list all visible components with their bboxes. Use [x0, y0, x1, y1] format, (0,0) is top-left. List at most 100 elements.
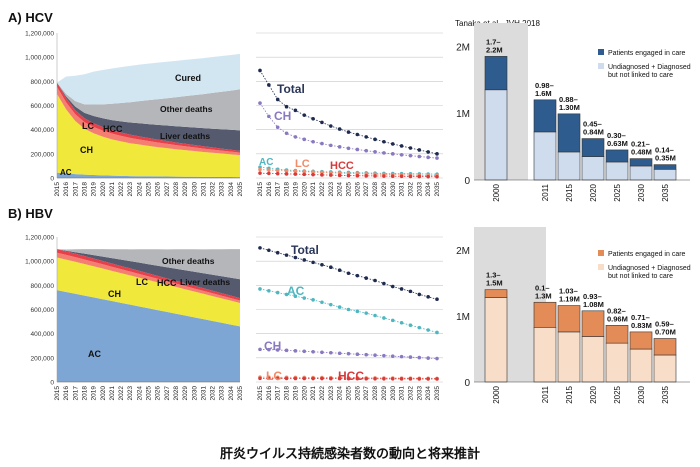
- area-label-ch: CH: [108, 289, 121, 299]
- x-tick-label: 2024: [337, 182, 344, 197]
- bar-engaged: [557, 113, 581, 153]
- bar-value-label: 0.83M: [631, 321, 652, 330]
- legend-label-undiagnosed: but not linked to care: [608, 72, 673, 79]
- point-hcc: [302, 376, 307, 381]
- point-total: [355, 273, 360, 278]
- x-tick-label: 2025: [613, 385, 622, 403]
- point-ch: [302, 137, 307, 142]
- x-tick-label: 2027: [164, 182, 171, 197]
- point-ch: [346, 146, 351, 151]
- x-tick-label: 2017: [275, 182, 282, 197]
- bar-undiagnosed: [533, 326, 557, 383]
- x-tick-label: 2030: [191, 386, 198, 401]
- point-lc: [258, 167, 262, 172]
- y-tick-label: 0: [464, 176, 470, 187]
- point-hcc: [426, 174, 430, 179]
- bar-value-label: 0.30–: [607, 131, 626, 140]
- point-hcc: [417, 174, 422, 179]
- bar-engaged: [629, 158, 653, 167]
- point-ch: [329, 350, 333, 355]
- panel-b-title: B) HBV: [8, 206, 53, 221]
- bar-engaged: [581, 138, 605, 157]
- bar-value-label: 1.30M: [559, 103, 580, 112]
- point-hcc: [435, 377, 439, 381]
- x-tick-label: 2000: [492, 385, 501, 403]
- point-hcc: [293, 172, 298, 176]
- line-label-total: Total: [291, 243, 319, 257]
- bar-undiagnosed: [484, 89, 508, 181]
- bar-value-label: 0.71–: [631, 313, 650, 322]
- x-tick-label: 2033: [416, 386, 423, 401]
- figure-caption: 肝炎ウイルス持続感染者数の動向と将来推計: [219, 447, 480, 462]
- x-tick-label: 2023: [328, 386, 335, 401]
- point-hcc: [275, 171, 280, 176]
- y-tick-label: 400,000: [31, 331, 55, 338]
- point-lc: [293, 169, 298, 174]
- point-hcc: [329, 173, 333, 177]
- bar-undiagnosed: [605, 161, 629, 181]
- x-tick-label: 2032: [210, 386, 217, 401]
- x-tick-label: 2035: [434, 182, 441, 197]
- point-total: [258, 68, 262, 73]
- point-hcc: [417, 377, 422, 381]
- point-ch: [408, 153, 413, 158]
- point-total: [435, 297, 439, 302]
- line-label-hcc: HCC: [330, 160, 354, 172]
- x-tick-label: 2034: [228, 386, 235, 401]
- x-tick-label: 2019: [292, 386, 299, 401]
- bar-engaged: [484, 289, 508, 298]
- x-tick-label: 2020: [589, 183, 598, 201]
- line-label-ac: AC: [259, 157, 273, 168]
- point-hcc: [382, 174, 386, 178]
- line-label-lc: LC: [266, 369, 282, 383]
- area-label-ac: AC: [60, 168, 72, 177]
- bar-value-label: 0.63M: [607, 139, 628, 148]
- bar-value-label: 1.19M: [559, 295, 580, 304]
- hbv-area-chart: 0 200,000 400,000 600,000 800,000 1,000,000 1,…: [25, 235, 244, 401]
- point-ch: [267, 114, 271, 119]
- series-line-ac: [259, 166, 438, 175]
- point-hcc: [426, 377, 430, 381]
- point-lc: [311, 170, 315, 174]
- point-ac: [275, 290, 280, 295]
- bar-value-label: 1.3M: [535, 291, 552, 300]
- bar-value-label: 1.08M: [583, 300, 604, 309]
- point-ch: [355, 352, 360, 357]
- y-tick-label: 1,200,000: [25, 235, 54, 242]
- point-total: [399, 144, 404, 148]
- bar-undiagnosed: [653, 354, 677, 383]
- point-total: [337, 127, 342, 131]
- bar-value-label: 0.84M: [583, 128, 604, 137]
- point-hcc: [258, 171, 262, 175]
- area-liver-deaths: [57, 82, 240, 151]
- point-ch: [364, 352, 369, 357]
- point-total: [364, 276, 369, 280]
- x-tick-label: 2026: [354, 182, 361, 197]
- point-hcc: [329, 376, 333, 381]
- point-ch: [320, 350, 324, 355]
- point-total: [399, 287, 404, 291]
- x-tick-label: 2032: [407, 182, 414, 197]
- point-ch: [346, 351, 351, 356]
- point-ch: [373, 149, 377, 154]
- point-hcc: [311, 376, 315, 381]
- x-tick-label: 2024: [337, 386, 344, 401]
- legend-label-engaged: Patients engaged in care: [608, 251, 686, 258]
- bar-engaged: [557, 305, 581, 333]
- x-tick-label: 2017: [275, 386, 282, 401]
- point-ch: [399, 354, 404, 359]
- bar-value-label: 0.96M: [607, 314, 628, 323]
- x-tick-label: 2011: [541, 385, 550, 403]
- point-hcc: [293, 376, 298, 381]
- x-tick-label: 2020: [301, 386, 308, 401]
- legend-label-undiagnosed: but not linked to care: [608, 273, 673, 280]
- line-label-total: Total: [277, 82, 305, 96]
- point-ac: [337, 305, 342, 309]
- y-tick-label: 800,000: [31, 283, 55, 290]
- legend-label-engaged: Patients engaged in care: [608, 50, 686, 57]
- bar-engaged: [629, 331, 653, 350]
- x-tick-label: 2023: [127, 386, 134, 401]
- point-ch: [275, 125, 280, 130]
- point-hcc: [267, 376, 271, 381]
- x-tick-label: 2034: [425, 386, 432, 401]
